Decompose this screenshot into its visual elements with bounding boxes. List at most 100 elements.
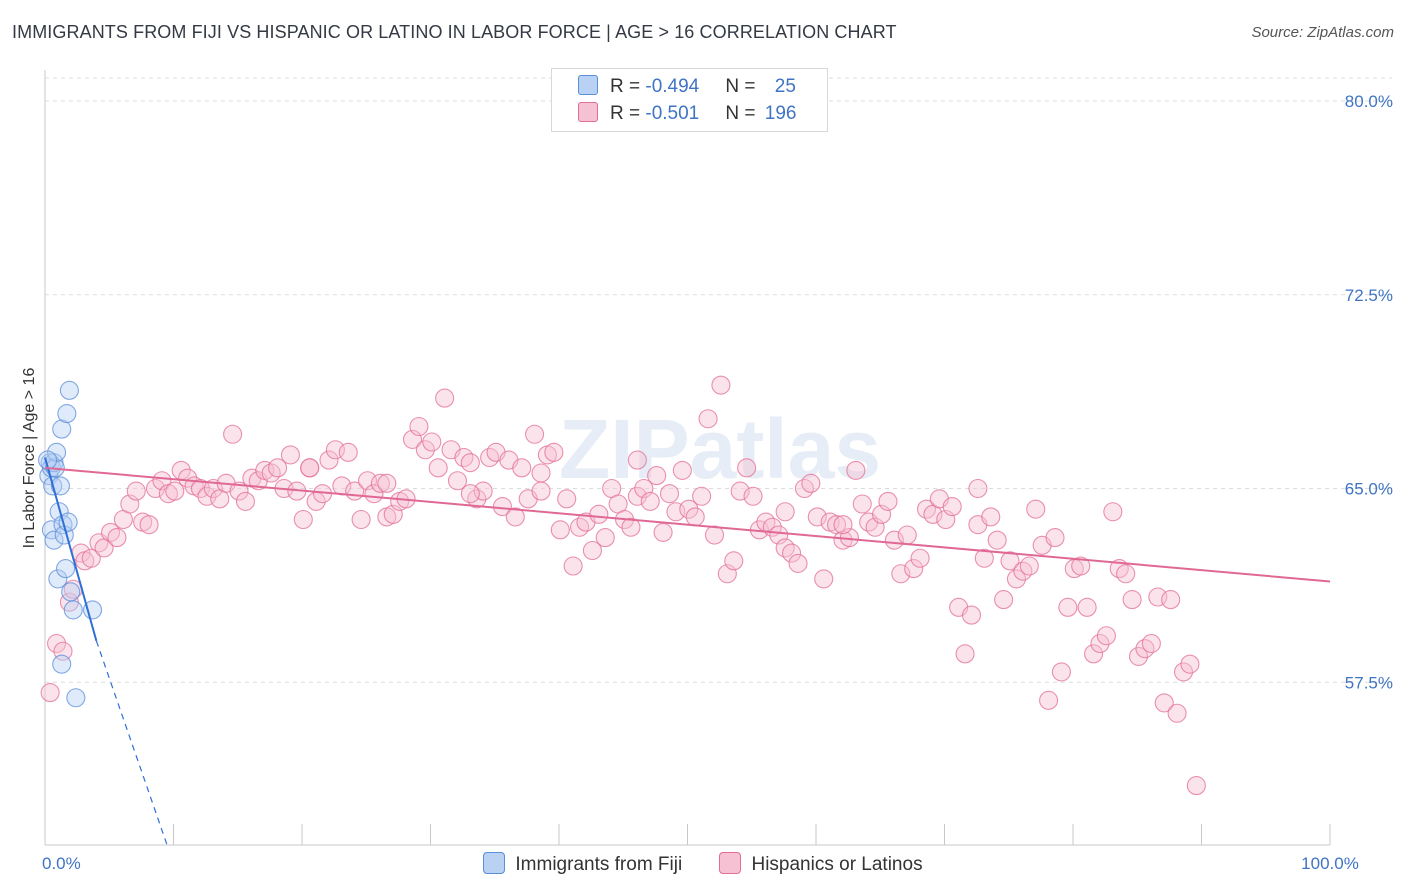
hispanic-point	[1000, 551, 1020, 571]
hispanic-point	[981, 507, 1001, 527]
hispanic-point	[730, 481, 750, 501]
hispanic-point	[692, 486, 712, 506]
hispanic-swatch	[578, 102, 598, 122]
hispanic-point	[563, 556, 583, 576]
hispanic-point	[589, 504, 609, 524]
fiji-point	[61, 582, 81, 602]
hispanic-point	[145, 478, 166, 499]
hispanic-point	[1167, 703, 1187, 723]
r-value: -0.501	[645, 103, 700, 124]
fiji-point	[48, 569, 68, 589]
hispanic-point	[165, 481, 185, 501]
hispanic-point	[801, 473, 821, 493]
hispanic-point	[351, 509, 371, 530]
hispanic-point	[910, 548, 930, 568]
hispanic-point	[1154, 693, 1174, 713]
hispanic-point	[955, 644, 975, 664]
hispanic-point	[454, 447, 474, 468]
hispanic-point	[223, 424, 243, 444]
hispanic-point	[1013, 561, 1033, 581]
hispanic-point	[884, 530, 904, 550]
hispanic-point	[891, 564, 911, 584]
hispanic-point	[235, 491, 256, 511]
chart-title: IMMIGRANTS FROM FIJI VS HISPANIC OR LATI…	[12, 22, 897, 42]
hispanic-point	[370, 473, 390, 493]
fiji-point	[63, 600, 83, 620]
hispanic-point	[640, 491, 660, 511]
hispanic-point	[711, 375, 731, 395]
hispanic-point	[1051, 662, 1071, 682]
legend-row-hispanic: R = -0.501 N = 196	[578, 101, 796, 127]
hispanic-point	[480, 447, 500, 468]
hispanic-point	[627, 450, 647, 470]
series-legend: Immigrants from Fiji Hispanics or Latino…	[0, 852, 1406, 876]
fiji-legend-swatch	[483, 852, 506, 874]
hispanic-point	[447, 471, 468, 491]
hispanic-point	[685, 507, 705, 527]
y-axis-label: In Labor Force | Age > 16	[21, 368, 38, 549]
hispanic-point	[852, 494, 872, 514]
hispanic-point	[724, 551, 744, 571]
hispanic-point	[782, 543, 802, 563]
hispanic-point	[1090, 633, 1110, 654]
hispanic-point	[505, 507, 525, 527]
hispanic-point	[229, 481, 249, 501]
r-label: R =	[610, 103, 646, 124]
hispanic-point	[794, 478, 814, 499]
hispanic-point	[300, 458, 320, 478]
hispanic-point	[428, 458, 448, 478]
hispanic-point	[107, 528, 127, 548]
hispanic-point	[1141, 633, 1161, 654]
hispanic-point	[961, 605, 982, 625]
legend-item-fiji: Immigrants from Fiji	[483, 852, 682, 876]
r-label: R =	[610, 76, 646, 97]
hispanic-legend-swatch	[719, 852, 742, 874]
hispanic-point	[1006, 569, 1027, 589]
y-tick-label: 80.0%	[1345, 92, 1393, 111]
legend-label-fiji: Immigrants from Fiji	[515, 854, 683, 875]
hispanic-point	[1161, 590, 1181, 610]
fiji-point	[44, 530, 64, 550]
hispanic-point	[570, 517, 590, 537]
hispanic-point	[377, 473, 397, 493]
n-label: N =	[725, 103, 761, 124]
legend-row-fiji: R = -0.494 N = 25	[578, 74, 796, 100]
x-tick-label: 0.0%	[42, 854, 81, 873]
source-label: Source: ZipAtlas.com	[1251, 24, 1394, 41]
hispanic-point	[653, 522, 673, 542]
hispanic-point	[743, 486, 763, 506]
stats-legend: R = -0.494 N = 25 R = -0.501 N = 196	[551, 68, 828, 132]
hispanic-point	[833, 515, 853, 535]
hispanic-point	[1122, 590, 1142, 610]
hispanic-point	[40, 683, 60, 703]
hispanic-point	[268, 458, 288, 478]
hispanic-point	[807, 507, 827, 527]
hispanic-point	[775, 538, 795, 558]
hispanic-point	[621, 517, 641, 537]
hispanic-point	[81, 548, 101, 568]
hispanic-point	[1173, 662, 1194, 682]
fiji-point	[52, 654, 72, 674]
y-tick-label: 57.5%	[1345, 673, 1393, 692]
hispanic-point	[916, 499, 937, 519]
hispanic-point	[679, 499, 699, 519]
fiji-point	[52, 419, 72, 439]
hispanic-point	[788, 553, 808, 573]
hispanic-point	[557, 489, 577, 509]
hispanic-point	[737, 458, 757, 478]
y-tick-label: 72.5%	[1345, 286, 1393, 305]
hispanic-point	[814, 569, 834, 589]
hispanic-point	[512, 458, 532, 478]
fiji-point	[50, 476, 70, 496]
hispanic-point	[319, 450, 339, 470]
hispanic-point	[698, 409, 718, 429]
hispanic-point	[994, 590, 1014, 610]
hispanic-point	[897, 525, 917, 545]
hispanic-point	[1116, 564, 1136, 584]
n-value: 25	[774, 76, 796, 97]
hispanic-point	[942, 497, 962, 517]
hispanic-point	[338, 442, 358, 462]
fiji-trend-line	[44, 457, 98, 642]
hispanic-point	[467, 489, 487, 509]
